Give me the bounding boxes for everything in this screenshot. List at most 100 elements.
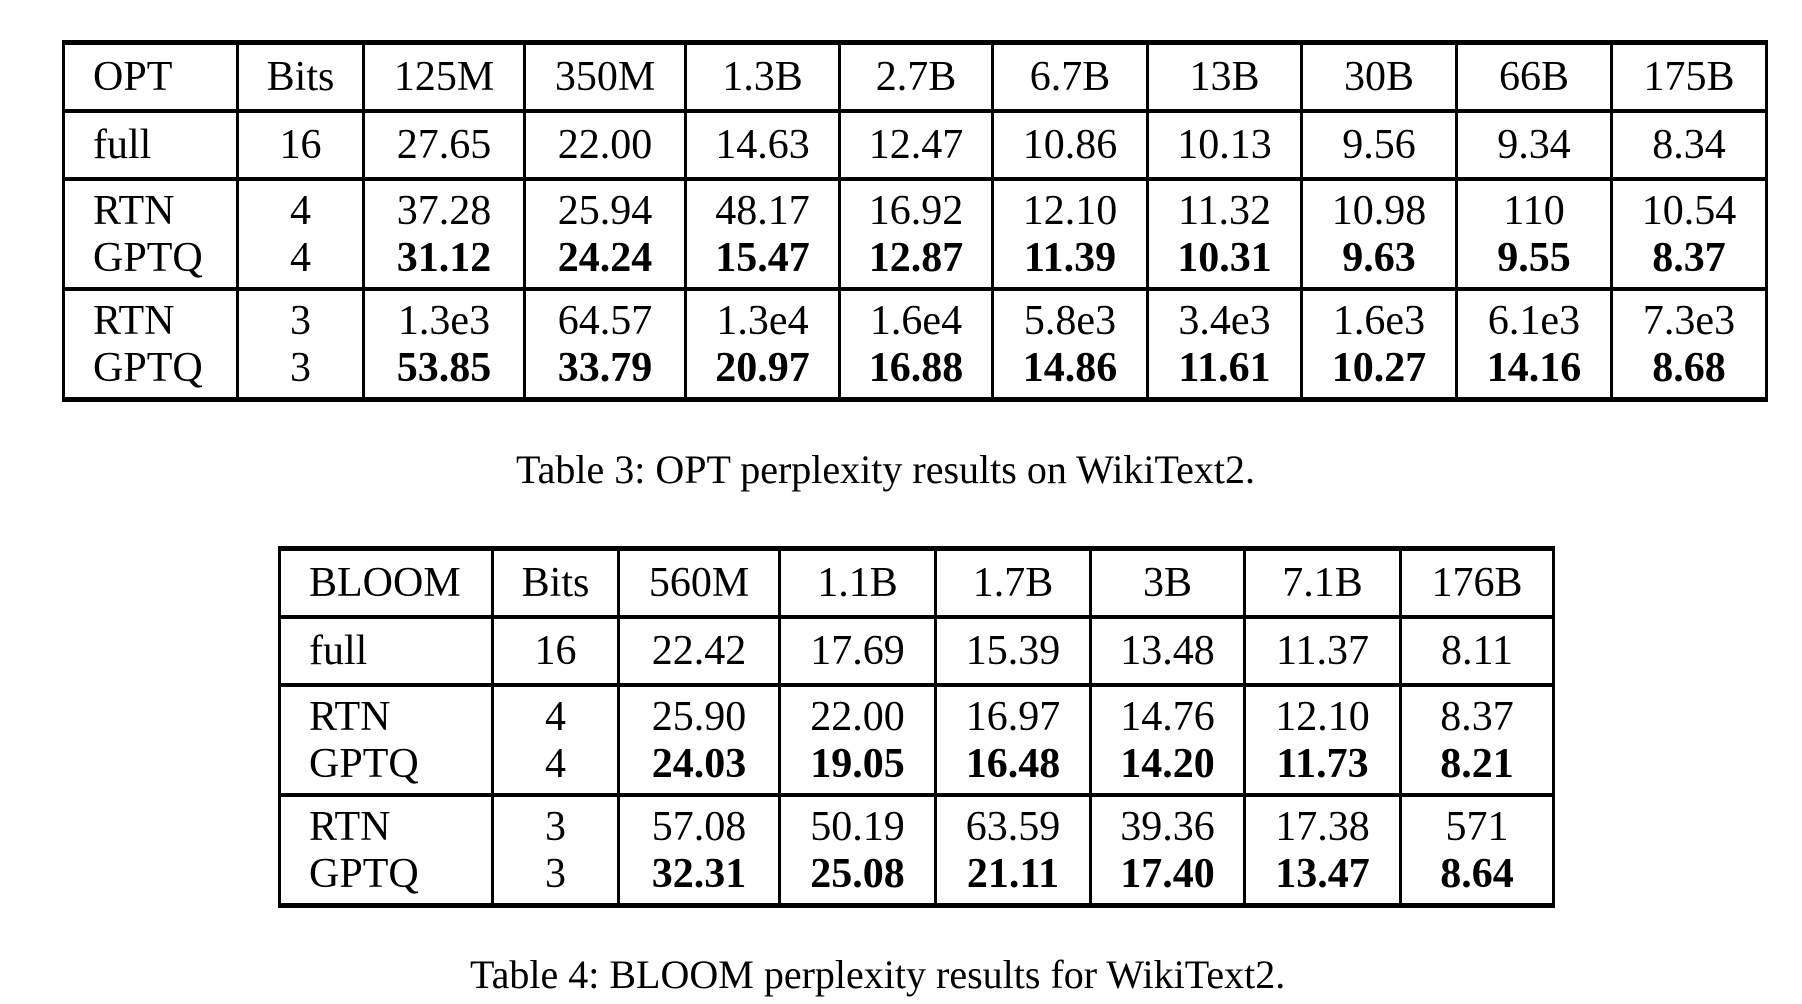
opt-cell: 25.94	[524, 177, 687, 234]
opt-cell: 9.56	[1301, 109, 1458, 179]
bloom-table: BLOOM Bits 560M 1.1B 1.7B 3B 7.1B 176B f…	[278, 546, 1555, 908]
opt-header-cell: 6.7B	[992, 40, 1149, 111]
opt-header-cell: OPT	[62, 40, 239, 111]
opt-cell: 16	[237, 109, 365, 179]
opt-cell-bold: 12.87	[868, 234, 964, 281]
bloom-cell: 63.59	[935, 793, 1092, 850]
bloom-cell-bold: 19.05	[810, 740, 905, 787]
opt-gptq4-row: GPTQ 4 31.12 24.24 15.47 12.87 11.39 10.…	[62, 234, 1768, 289]
opt-header-cell: 350M	[524, 40, 687, 111]
bloom-rtn4-row: RTN 4 25.90 22.00 16.97 14.76 12.10 8.37	[278, 683, 1555, 740]
bloom-cell-bold: 25.08	[810, 850, 905, 897]
bloom-cell: 12.10	[1244, 683, 1402, 740]
opt-cell: 7.3e3	[1611, 287, 1768, 344]
bloom-cell: 3	[492, 850, 620, 908]
opt-header-cell: 30B	[1301, 40, 1458, 111]
bloom-header-cell: 7.1B	[1244, 546, 1402, 617]
opt-cell: 1.6e3	[1301, 287, 1458, 344]
opt-gptq3-row: GPTQ 3 53.85 33.79 20.97 16.88 14.86 11.…	[62, 344, 1768, 402]
bloom-cell: 13.48	[1090, 615, 1246, 685]
opt-cell: 5.8e3	[992, 287, 1149, 344]
bloom-cell: GPTQ	[278, 740, 494, 795]
opt-cell: RTN	[62, 287, 239, 344]
opt-header-cell: 175B	[1611, 40, 1768, 111]
opt-cell: GPTQ	[62, 234, 239, 289]
opt-table-caption: Table 3: OPT perplexity results on WikiT…	[516, 447, 1255, 492]
bloom-cell: 22.42	[618, 615, 781, 685]
opt-cell: 4	[237, 177, 365, 234]
opt-cell: 16.92	[839, 177, 994, 234]
opt-cell-bold: 14.86	[1022, 344, 1118, 391]
bloom-rtn3-row: RTN 3 57.08 50.19 63.59 39.36 17.38 571	[278, 793, 1555, 850]
opt-cell: 27.65	[363, 109, 526, 179]
opt-cell: 9.34	[1456, 109, 1613, 179]
bloom-cell: 17.38	[1244, 793, 1402, 850]
opt-header-cell: Bits	[237, 40, 365, 111]
bloom-cell: 8.11	[1400, 615, 1555, 685]
opt-cell-bold: 9.63	[1342, 234, 1416, 281]
opt-cell-bold: 33.79	[557, 344, 653, 391]
bloom-cell-bold: 8.21	[1440, 740, 1514, 787]
bloom-cell: 16.97	[935, 683, 1092, 740]
bloom-cell-bold: 14.20	[1120, 740, 1215, 787]
bloom-cell-bold: 8.64	[1440, 850, 1514, 897]
bloom-table-container: BLOOM Bits 560M 1.1B 1.7B 3B 7.1B 176B f…	[278, 546, 1555, 908]
opt-cell: 11.32	[1147, 177, 1303, 234]
bloom-cell: 50.19	[779, 793, 937, 850]
opt-cell: 1.3e3	[363, 287, 526, 344]
bloom-cell: full	[278, 615, 494, 685]
opt-cell: 10.13	[1147, 109, 1303, 179]
opt-cell: full	[62, 109, 239, 179]
opt-table-container: OPT Bits 125M 350M 1.3B 2.7B 6.7B 13B 30…	[62, 40, 1768, 402]
opt-cell-bold: 8.68	[1652, 344, 1726, 391]
opt-cell: 3	[237, 287, 365, 344]
bloom-cell: 16	[492, 615, 620, 685]
bloom-cell: 3	[492, 793, 620, 850]
bloom-header-cell: Bits	[492, 546, 620, 617]
bloom-cell: 15.39	[935, 615, 1092, 685]
opt-cell-bold: 10.27	[1331, 344, 1427, 391]
bloom-gptq4-row: GPTQ 4 24.03 19.05 16.48 14.20 11.73 8.2…	[278, 740, 1555, 795]
opt-cell-bold: 9.55	[1497, 234, 1571, 281]
bloom-header-row: BLOOM Bits 560M 1.1B 1.7B 3B 7.1B 176B	[278, 546, 1555, 617]
bloom-cell-bold: 13.47	[1275, 850, 1370, 897]
bloom-cell-bold: 24.03	[651, 740, 747, 787]
bloom-cell: 25.90	[618, 683, 781, 740]
opt-cell: 1.3e4	[685, 287, 841, 344]
bloom-cell: 8.37	[1400, 683, 1555, 740]
bloom-cell: 57.08	[618, 793, 781, 850]
bloom-cell: 22.00	[779, 683, 937, 740]
bloom-cell-bold: 11.73	[1276, 740, 1369, 787]
opt-cell: RTN	[62, 177, 239, 234]
bloom-gptq3-row: GPTQ 3 32.31 25.08 21.11 17.40 13.47 8.6…	[278, 850, 1555, 908]
bloom-cell-bold: 21.11	[966, 850, 1060, 897]
bloom-cell: RTN	[278, 793, 494, 850]
bloom-full-row: full 16 22.42 17.69 15.39 13.48 11.37 8.…	[278, 615, 1555, 685]
opt-full-row: full 16 27.65 22.00 14.63 12.47 10.86 10…	[62, 109, 1768, 179]
opt-rtn3-row: RTN 3 1.3e3 64.57 1.3e4 1.6e4 5.8e3 3.4e…	[62, 287, 1768, 344]
opt-cell-bold: 10.31	[1177, 234, 1272, 281]
bloom-header-cell: 176B	[1400, 546, 1555, 617]
opt-cell-bold: 16.88	[868, 344, 964, 391]
bloom-cell-bold: 16.48	[965, 740, 1061, 787]
opt-cell: 10.54	[1611, 177, 1768, 234]
opt-header-cell: 66B	[1456, 40, 1613, 111]
bloom-cell: 571	[1400, 793, 1555, 850]
opt-header-cell: 13B	[1147, 40, 1303, 111]
opt-cell: 1.6e4	[839, 287, 994, 344]
opt-cell-bold: 31.12	[396, 234, 492, 281]
opt-cell-bold: 11.61	[1178, 344, 1271, 391]
bloom-table-caption: Table 4: BLOOM perplexity results for Wi…	[470, 952, 1286, 997]
opt-cell: GPTQ	[62, 344, 239, 402]
bloom-cell: GPTQ	[278, 850, 494, 908]
bloom-header-cell: BLOOM	[278, 546, 494, 617]
opt-cell: 37.28	[363, 177, 526, 234]
opt-cell: 10.86	[992, 109, 1149, 179]
opt-cell-bold: 14.16	[1486, 344, 1582, 391]
bloom-header-cell: 560M	[618, 546, 781, 617]
bloom-header-cell: 1.1B	[779, 546, 937, 617]
bloom-cell: 11.37	[1244, 615, 1402, 685]
bloom-cell: 39.36	[1090, 793, 1246, 850]
opt-cell-bold: 24.24	[557, 234, 653, 281]
opt-cell: 22.00	[524, 109, 687, 179]
